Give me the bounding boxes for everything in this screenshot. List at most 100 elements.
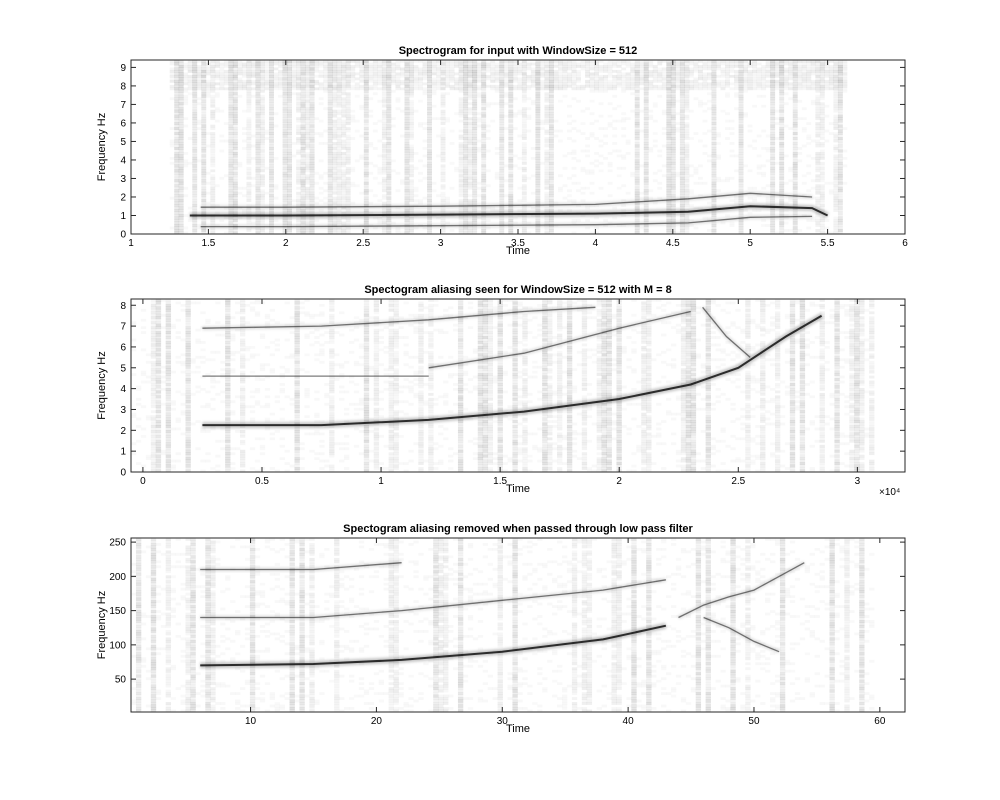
spectrogram-cell: [643, 174, 649, 178]
spectrogram-cell: [752, 64, 758, 68]
spectrogram-cell: [282, 144, 288, 148]
spectrogram-cell: [273, 62, 279, 66]
spectrogram-cell: [341, 72, 347, 76]
spectrogram-cell: [282, 191, 288, 195]
spectrogram-cell: [246, 105, 251, 108]
spectrogram-cell: [309, 134, 315, 138]
spectrogram-cell: [363, 97, 369, 101]
spectrogram-cell: [490, 79, 496, 83]
spectrogram-cell: [459, 115, 464, 118]
spectrogram-cell: [372, 79, 378, 83]
spectrogram-cell: [395, 75, 400, 78]
spectrogram-cell: [761, 65, 766, 68]
spectrogram-cell: [693, 172, 698, 175]
spectrogram-cell: [409, 92, 414, 96]
spectrogram-cell: [544, 171, 550, 175]
spectrogram-cell: [300, 94, 306, 98]
spectrogram-cell: [309, 137, 315, 140]
spectrogram-cell: [634, 171, 640, 175]
spectrogram-cell: [246, 191, 252, 195]
spectrogram-cell: [210, 196, 216, 200]
spectrogram-cell: [210, 109, 216, 113]
spectrogram-cell: [770, 132, 776, 135]
spectrogram-cell: [228, 174, 234, 178]
spectrogram-cell: [336, 139, 342, 143]
spectrogram-cell: [621, 77, 626, 80]
spectrogram-cell: [576, 84, 581, 88]
spectrogram-cell: [242, 75, 247, 78]
spectrogram-cell: [255, 77, 261, 81]
spectrogram-cell: [499, 149, 505, 153]
spectrogram-cell: [269, 64, 274, 68]
spectrogram-cell: [228, 129, 234, 133]
spectrogram-cell: [653, 179, 658, 182]
spectrogram-cell: [711, 154, 717, 158]
spectrogram-cell: [296, 222, 301, 225]
spectrogram-cell: [427, 77, 432, 81]
spectrogram-cell: [260, 89, 265, 93]
spectrogram-cell: [684, 182, 689, 185]
spectrogram-cell: [192, 184, 198, 188]
spectrogram-cell: [761, 72, 767, 76]
spectrogram-cell: [481, 144, 487, 148]
spectrogram-cell: [386, 139, 392, 143]
spectrogram-cell: [617, 187, 622, 190]
spectrogram-cell: [643, 171, 649, 175]
spectrogram-cell: [228, 60, 234, 63]
spectrogram-cell: [738, 62, 744, 66]
spectrogram-cell: [567, 177, 572, 180]
spectrogram-cell: [246, 117, 251, 120]
spectrogram-cell: [355, 95, 360, 98]
spectrogram-cell: [300, 231, 306, 235]
spectrogram-cell: [323, 72, 328, 75]
spectrogram-cell: [174, 149, 180, 153]
spectrogram-cell: [621, 87, 626, 90]
spectrogram-cell: [336, 69, 342, 73]
spectrogram-cell: [634, 144, 640, 148]
spectrogram-cell: [363, 221, 369, 225]
spectrogram-cell: [521, 137, 527, 140]
spectrogram-cell: [232, 164, 238, 168]
spectrogram-cell: [327, 154, 333, 158]
spectrogram-cell: [282, 132, 288, 135]
spectrogram-cell: [386, 186, 392, 190]
spectrogram-cell: [495, 67, 500, 70]
spectrogram-cell: [314, 219, 319, 222]
spectrogram-cell: [201, 87, 207, 91]
spectrogram-cell: [223, 87, 229, 91]
spectrogram-cell: [472, 92, 478, 96]
spectrogram-cell: [336, 102, 342, 106]
spectrogram-cell: [761, 77, 767, 81]
spectrogram-cell: [639, 130, 644, 133]
spectrogram-cell: [188, 137, 193, 140]
spectrogram-cell: [666, 174, 672, 178]
spectrogram-cell: [278, 77, 283, 81]
spectrogram-cell: [643, 117, 649, 121]
spectrogram-cell: [634, 79, 640, 83]
spectrogram-cell: [599, 154, 604, 157]
spectrogram-cell: [206, 80, 211, 83]
spectrogram-cell: [436, 65, 441, 68]
spectrogram-cell: [327, 109, 333, 113]
spectrogram-cell: [192, 102, 198, 106]
spectrogram-cell: [743, 72, 748, 75]
spectrogram-cell: [427, 176, 432, 180]
spectrogram-cell: [427, 79, 432, 83]
spectrogram-cell: [472, 119, 478, 123]
spectrogram-cell: [187, 64, 193, 68]
spectrogram-cell: [521, 94, 527, 98]
spectrogram-cell: [381, 221, 387, 225]
spectrogram-cell: [427, 149, 432, 153]
spectrogram-cell: [291, 77, 297, 81]
spectrogram-cell: [368, 77, 374, 81]
spectrogram-cell: [540, 162, 545, 165]
spectrogram-cell: [657, 182, 662, 185]
spectrogram-cell: [305, 87, 310, 90]
spectrogram-cell: [372, 72, 378, 76]
spectrogram-cell: [458, 60, 464, 63]
spectrogram-cell: [472, 114, 478, 118]
spectrogram-cell: [535, 82, 541, 86]
spectrogram-cell: [643, 122, 649, 126]
spectrogram-cell: [363, 196, 369, 200]
spectrogram-cell: [499, 129, 505, 133]
